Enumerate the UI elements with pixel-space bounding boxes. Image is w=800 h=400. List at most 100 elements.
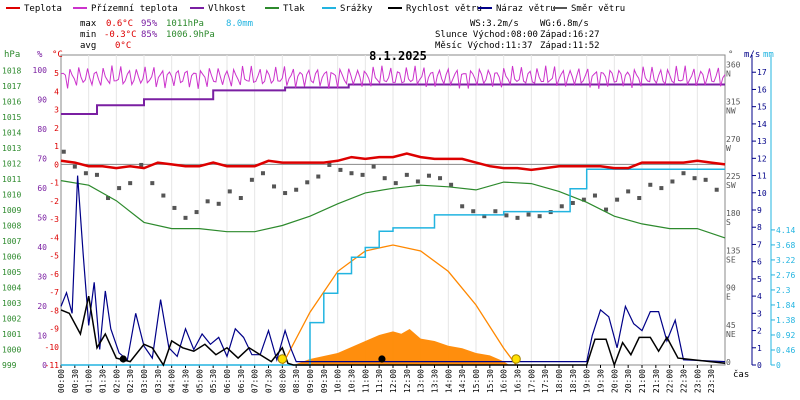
tick-hpa: 1005	[2, 268, 21, 277]
tick-deg: 180	[726, 209, 741, 218]
wind-dir-point	[172, 205, 177, 210]
tick-x: 11:30	[375, 369, 384, 393]
tick-x: 18:30	[569, 369, 578, 393]
tick-x: 23:00	[693, 369, 702, 393]
axis-unit-mm: mm	[763, 50, 774, 60]
wind-dir-point	[393, 181, 398, 186]
tick-temp: 5	[54, 69, 59, 78]
tick-x: 07:00	[251, 369, 260, 393]
tick-hpa: 1003	[2, 299, 21, 308]
wind-dir-point	[272, 184, 277, 189]
series-humidity	[61, 83, 725, 115]
tick-pct: 100	[33, 66, 48, 75]
tick-x: 20:30	[624, 369, 633, 393]
radiation-area	[293, 329, 510, 365]
wind-dir-point	[161, 193, 166, 198]
tick-x: 15:00	[472, 369, 481, 393]
tick-x: 12:30	[403, 369, 412, 393]
legend-label: Přízemní teplota	[91, 4, 178, 14]
stats-max-rain: 8.0mm	[226, 19, 253, 29]
wind-dir-point	[670, 179, 675, 184]
wind-dir-point	[415, 179, 420, 184]
tick-x: 03:30	[154, 369, 163, 393]
tick-hpa: 1009	[2, 206, 21, 215]
wind-dir-point	[139, 162, 144, 167]
moonset-marker	[378, 355, 386, 363]
stats-min-temp: -0.3°C	[104, 30, 137, 40]
series-rain	[61, 168, 725, 366]
legend-label: Směr větru	[571, 4, 625, 14]
wind-dir-point	[648, 182, 653, 187]
wind-dir-point	[449, 182, 454, 187]
tick-hpa: 1016	[2, 98, 21, 107]
tick-pct: 80	[37, 125, 47, 134]
tick-temp: 4	[54, 87, 59, 96]
wind-dir-point	[703, 177, 708, 182]
tick-deg: 360	[726, 60, 741, 69]
tick-x: 17:00	[527, 369, 536, 393]
wind-dir-point	[106, 196, 111, 201]
tick-ms: 7	[757, 240, 762, 249]
tick-deg: NE	[726, 330, 736, 339]
tick-ms: 3	[757, 309, 762, 318]
tick-temp: -5	[49, 252, 59, 261]
wind-dir-point	[626, 189, 631, 194]
series-layer	[60, 65, 726, 368]
wind-dir-point	[526, 212, 531, 217]
tick-deg: 270	[726, 135, 741, 144]
tick-x: 10:00	[334, 369, 343, 393]
series-gust	[60, 175, 726, 363]
tick-deg: 45	[726, 321, 736, 330]
wind-dir-point	[150, 181, 155, 186]
tick-deg: 315	[726, 98, 741, 107]
tick-x: 01:30	[99, 369, 108, 393]
tick-mm: 0.46	[776, 346, 795, 355]
axis-unit-c: °C	[52, 50, 63, 60]
series-pressure	[60, 180, 726, 239]
tick-temp: 0	[54, 160, 59, 169]
wind-dir-point	[227, 189, 232, 194]
tick-x: 19:30	[597, 369, 606, 393]
tick-deg: 90	[726, 284, 736, 293]
tick-temp: -8	[49, 306, 59, 315]
tick-x: 23:30	[707, 369, 716, 393]
axis-unit-hpa: hPa	[4, 50, 20, 60]
wind-dir-point	[570, 200, 575, 205]
wind-dir-point	[515, 215, 520, 220]
tick-hpa: 1010	[2, 191, 21, 200]
legend-label: Vlhkost	[208, 4, 246, 14]
left-axes: 9991000100110021003100410051006100710081…	[2, 66, 59, 370]
stats-min-press: 1006.9hPa	[166, 30, 215, 40]
tick-ms: 2	[757, 327, 762, 336]
tick-hpa: 1004	[2, 284, 21, 293]
tick-hpa: 1008	[2, 222, 21, 231]
series-ground-temp	[60, 65, 726, 89]
tick-pct: 90	[37, 95, 47, 104]
tick-deg: 0	[726, 358, 731, 367]
tick-hpa: 1018	[2, 67, 21, 76]
legend-label: Rychlost větru	[406, 4, 482, 14]
tick-x: 06:30	[237, 369, 246, 393]
tick-pct: 10	[37, 331, 47, 340]
tick-mm: 0	[776, 361, 781, 370]
wind-dir-point	[249, 177, 254, 182]
tick-mm: 0.92	[776, 331, 795, 340]
wind-dir-point	[581, 197, 586, 202]
chart-title: 8.1.2025	[369, 49, 427, 63]
tick-x: 19:00	[583, 369, 592, 393]
tick-x: 21:00	[638, 369, 647, 393]
tick-x: 18:00	[555, 369, 564, 393]
tick-hpa: 1015	[2, 113, 21, 122]
tick-hpa: 1012	[2, 160, 21, 169]
tick-x: 11:00	[361, 369, 370, 393]
tick-x: 09:00	[306, 369, 315, 393]
tick-temp: -9	[49, 325, 59, 334]
legend-label: Srážky	[340, 4, 373, 14]
tick-x: 09:30	[320, 369, 329, 393]
wind-dir-point	[205, 199, 210, 204]
tick-mm: 1.38	[776, 316, 795, 325]
tick-x: 02:00	[112, 369, 121, 393]
tick-x: 02:30	[126, 369, 135, 393]
info-moon: Měsíc Východ:11:37	[435, 41, 533, 51]
